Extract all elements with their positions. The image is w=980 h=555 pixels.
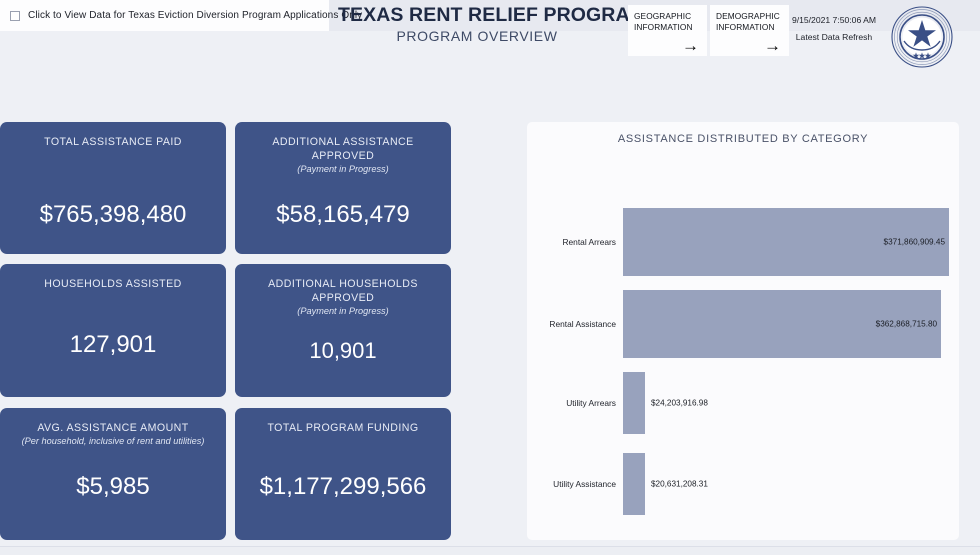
bar-track: $362,868,715.80 bbox=[623, 290, 959, 358]
kpi-value: $58,165,479 bbox=[276, 201, 410, 228]
page-title-block: TEXAS RENT RELIEF PROGRAM PROGRAM OVERVI… bbox=[338, 4, 647, 45]
bar-row[interactable]: Rental Arrears $371,860,909.45 bbox=[527, 208, 959, 276]
geographic-information-label-line2: INFORMATION bbox=[634, 22, 693, 32]
kpi-value: 10,901 bbox=[309, 338, 377, 363]
refresh-timestamp: 9/15/2021 7:50:06 AM bbox=[791, 15, 877, 25]
bar[interactable]: $362,868,715.80 bbox=[623, 290, 942, 358]
top-bar: Click to View Data for Texas Eviction Di… bbox=[0, 0, 980, 31]
assistance-by-category-chart-panel[interactable]: ASSISTANCE DISTRIBUTED BY CATEGORY Renta… bbox=[527, 122, 959, 540]
bar-chart-plot-area: Rental Arrears $371,860,909.45 Rental Assi… bbox=[527, 160, 959, 538]
bar[interactable] bbox=[623, 453, 645, 515]
kpi-note: (Payment in Progress) bbox=[297, 306, 389, 316]
bar-value-label: $20,631,208.31 bbox=[651, 479, 708, 489]
kpi-value: $765,398,480 bbox=[39, 201, 187, 228]
kpi-title: ADDITIONAL HOUSEHOLDS APPROVED bbox=[268, 278, 418, 304]
kpi-value: $1,177,299,566 bbox=[259, 473, 427, 500]
kpi-card-average-assistance-amount[interactable]: AVG. ASSISTANCE AMOUNT (Per household, i… bbox=[0, 408, 226, 540]
kpi-card-total-assistance-paid[interactable]: TOTAL ASSISTANCE PAID $765,398,480 bbox=[0, 122, 226, 254]
kpi-title: AVG. ASSISTANCE AMOUNT bbox=[37, 422, 189, 434]
kpi-note: (Payment in Progress) bbox=[297, 164, 389, 174]
kpi-title: TOTAL ASSISTANCE PAID bbox=[44, 136, 182, 148]
bar-row[interactable]: Utility Assistance $20,631,208.31 bbox=[527, 453, 959, 515]
bar-track: $24,203,916.98 bbox=[623, 372, 959, 434]
kpi-title: ADDITIONAL ASSISTANCE APPROVED bbox=[272, 136, 414, 162]
arrow-right-icon: → bbox=[682, 36, 699, 55]
kpi-value: 127,901 bbox=[69, 331, 157, 358]
bar[interactable]: $371,860,909.45 bbox=[623, 208, 949, 276]
bar-track: $20,631,208.31 bbox=[623, 453, 959, 515]
demographic-information-label-line1: DEMOGRAPHIC bbox=[716, 11, 780, 21]
data-refresh-block: 9/15/2021 7:50:06 AM Latest Data Refresh bbox=[786, 14, 882, 44]
chart-title: ASSISTANCE DISTRIBUTED BY CATEGORY bbox=[617, 133, 869, 145]
eviction-diversion-filter-tile[interactable]: Click to View Data for Texas Eviction Di… bbox=[0, 0, 362, 31]
kpi-value: $5,985 bbox=[76, 473, 150, 500]
bar-category-label: Utility Assistance bbox=[553, 479, 616, 489]
refresh-caption: Latest Data Refresh bbox=[795, 32, 873, 42]
kpi-card-total-program-funding[interactable]: TOTAL PROGRAM FUNDING $1,177,299,566 bbox=[235, 408, 451, 540]
bar-category-label: Rental Arrears bbox=[562, 237, 616, 247]
bar-row[interactable]: Utility Arrears $24,203,916.98 bbox=[527, 372, 959, 434]
kpi-card-additional-assistance-approved[interactable]: ADDITIONAL ASSISTANCE APPROVED (Payment … bbox=[235, 122, 451, 254]
bar-category-label: Rental Assistance bbox=[549, 319, 616, 329]
demographic-information-button[interactable]: DEMOGRAPHIC INFORMATION → bbox=[710, 5, 789, 56]
bar-value-label: $24,203,916.98 bbox=[651, 398, 708, 408]
agency-seal-icon bbox=[890, 5, 954, 69]
bar-row[interactable]: Rental Assistance $362,868,715.80 bbox=[527, 290, 959, 358]
eviction-diversion-filter-label: Click to View Data for Texas Eviction Di… bbox=[28, 10, 363, 21]
bar-value-label: $362,868,715.80 bbox=[875, 319, 938, 329]
kpi-card-additional-households-approved[interactable]: ADDITIONAL HOUSEHOLDS APPROVED (Payment … bbox=[235, 264, 451, 397]
page-subtitle: PROGRAM OVERVIEW bbox=[396, 28, 558, 44]
bar[interactable] bbox=[623, 372, 645, 434]
bar-value-label: $371,860,909.45 bbox=[883, 237, 945, 247]
page-title: TEXAS RENT RELIEF PROGRAM bbox=[338, 4, 647, 26]
kpi-title: TOTAL PROGRAM FUNDING bbox=[267, 422, 419, 434]
bar-track: $371,860,909.45 bbox=[623, 208, 959, 276]
arrow-right-icon: → bbox=[764, 36, 781, 55]
kpi-title: HOUSEHOLDS ASSISTED bbox=[44, 278, 182, 290]
geographic-information-label-line1: GEOGRAPHIC bbox=[634, 11, 692, 21]
kpi-card-households-assisted[interactable]: HOUSEHOLDS ASSISTED 127,901 bbox=[0, 264, 226, 397]
page-footer bbox=[0, 546, 980, 555]
geographic-information-button[interactable]: GEOGRAPHIC INFORMATION → bbox=[628, 5, 707, 56]
kpi-note: (Per household, inclusive of rent and ut… bbox=[21, 436, 205, 446]
bar-category-label: Utility Arrears bbox=[566, 398, 616, 408]
eviction-diversion-checkbox[interactable] bbox=[10, 10, 20, 21]
demographic-information-label-line2: INFORMATION bbox=[716, 22, 775, 32]
